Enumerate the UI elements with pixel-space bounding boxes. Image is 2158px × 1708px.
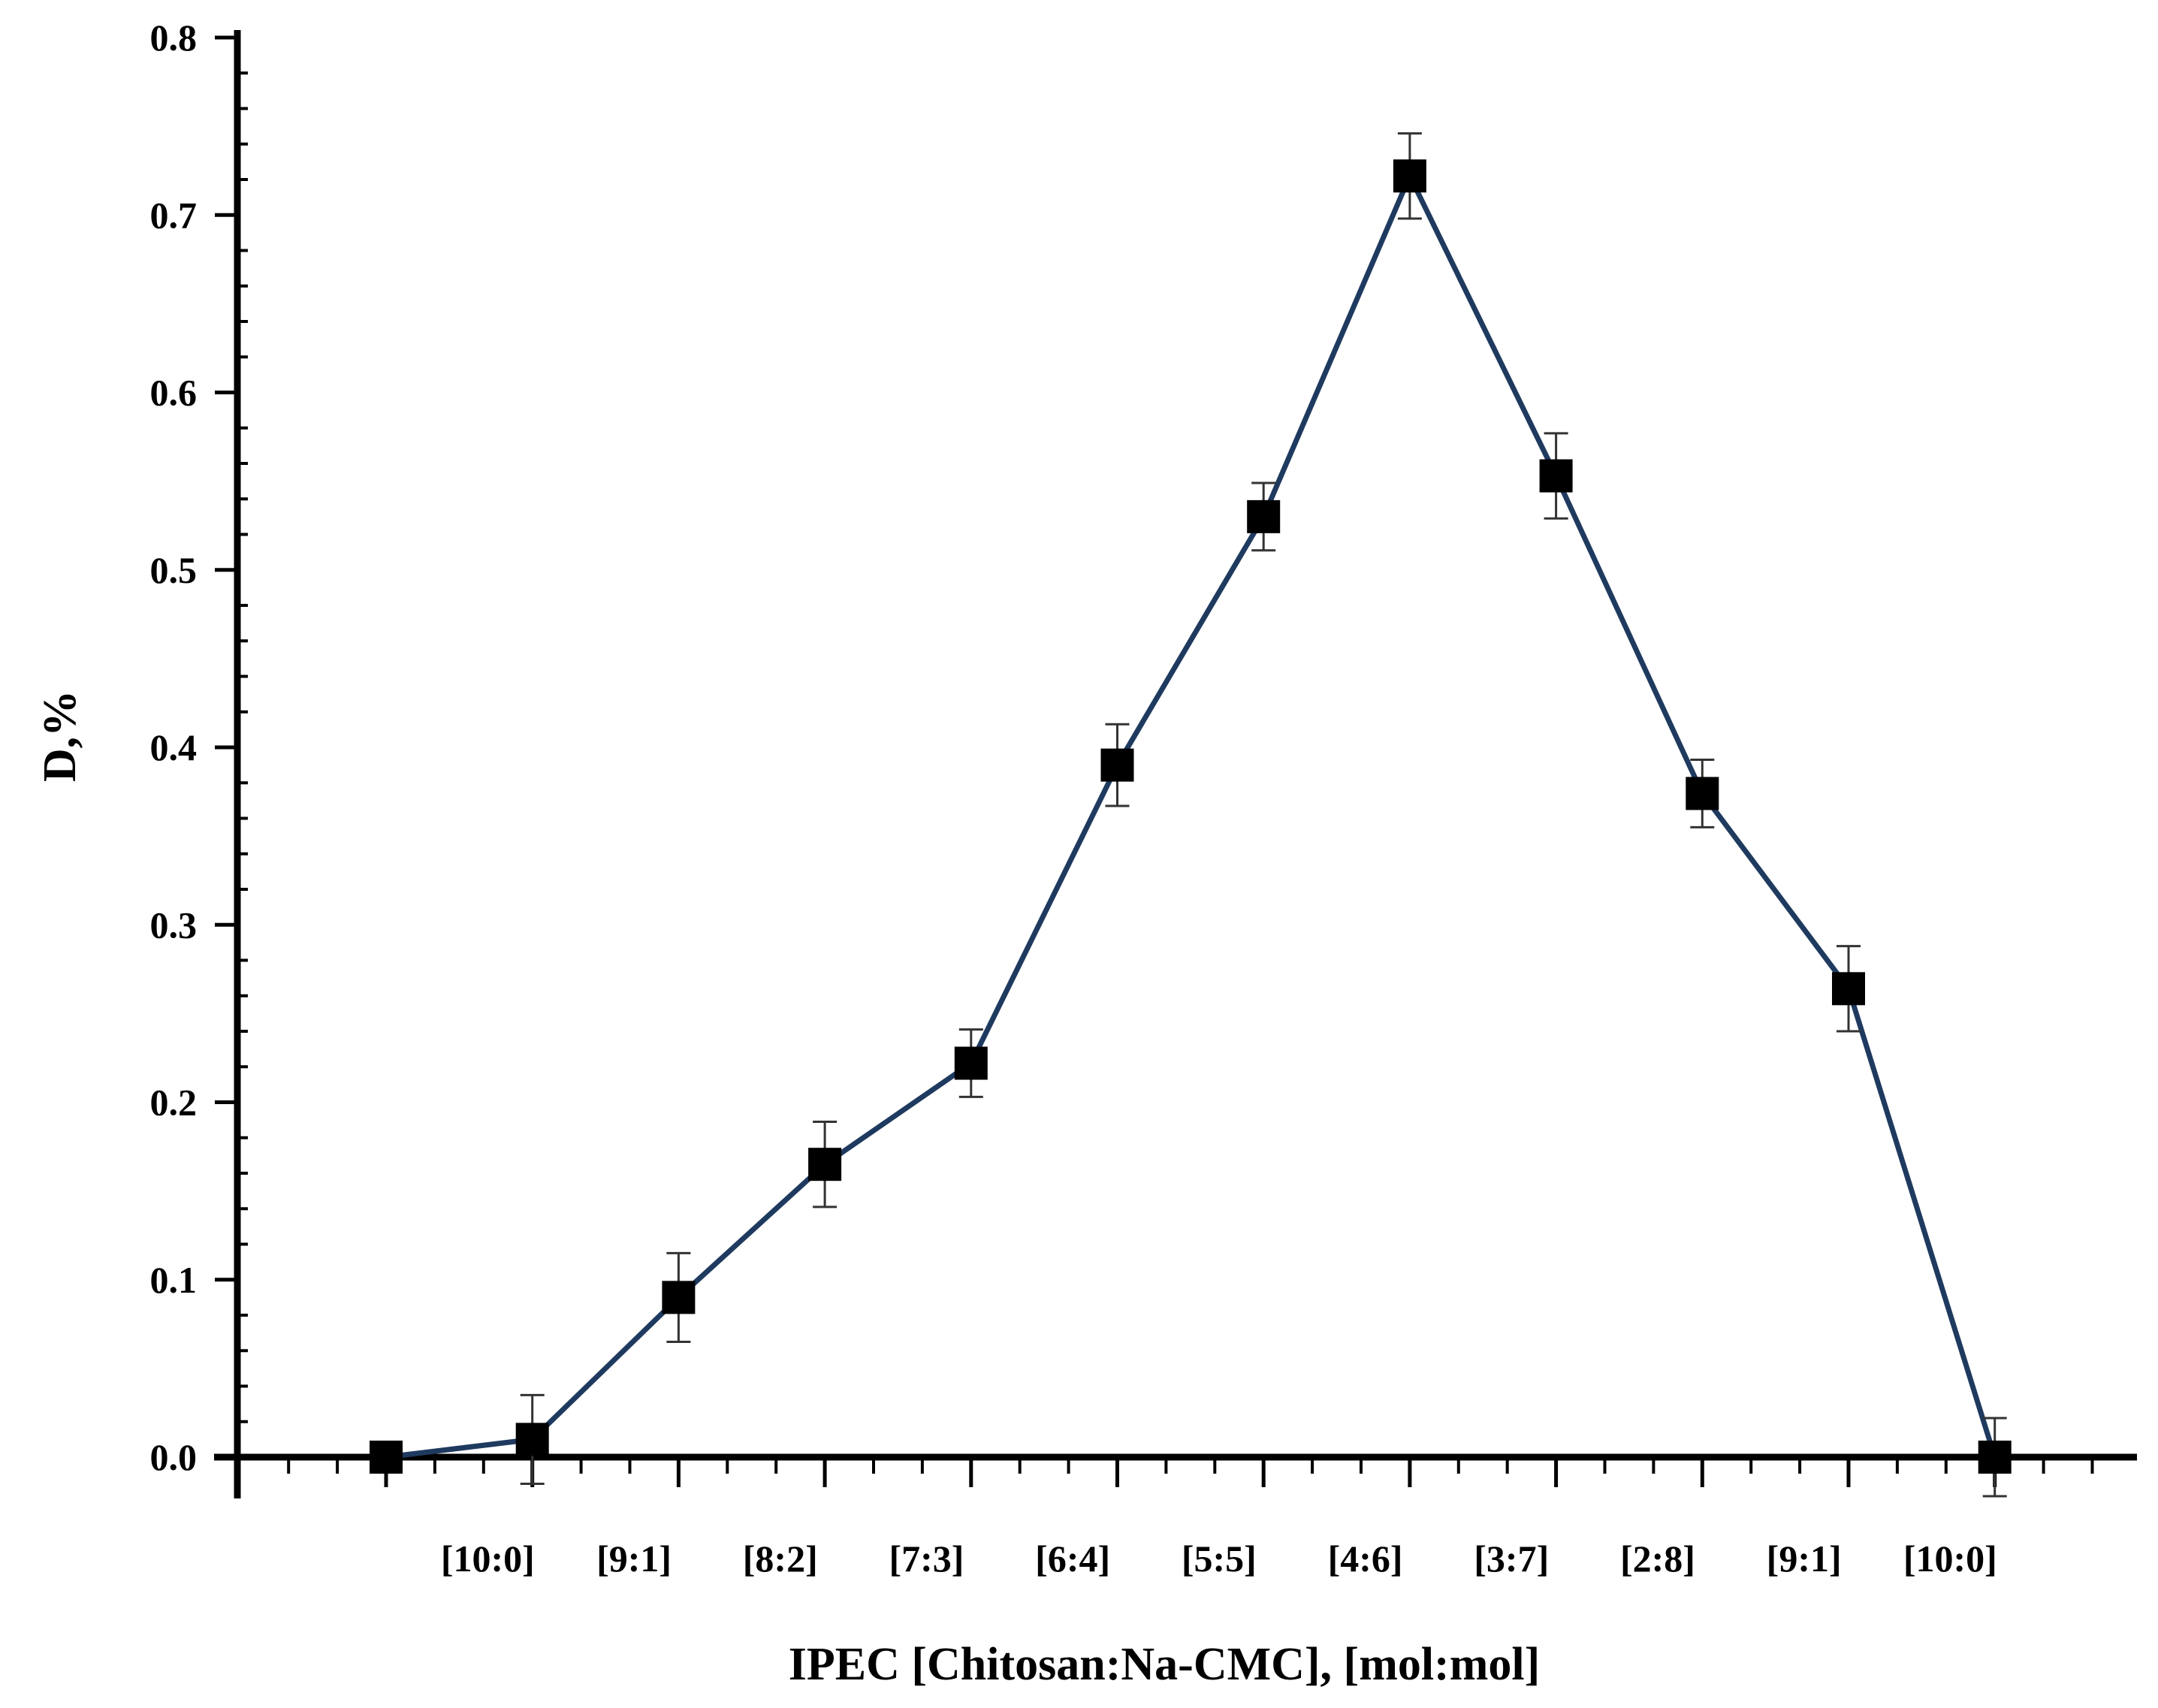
y-axis-ticks: 0.0 0.1 0.2 0.3 0.4 0.5 0.6 0.7 0.8 <box>150 17 248 1478</box>
data-point-marker <box>515 1423 549 1456</box>
x-tick-label: [9:1] <box>596 1538 672 1580</box>
x-tick-label: [6:4] <box>1035 1538 1110 1580</box>
data-point-marker <box>1686 777 1719 810</box>
series-line <box>385 173 1998 1460</box>
series-layer <box>370 132 2012 1498</box>
data-point-marker <box>808 1148 842 1181</box>
x-tick-label: [9:1] <box>1767 1538 1842 1580</box>
y-tick-label: 0.0 <box>150 1436 198 1478</box>
data-point-marker <box>1539 459 1573 493</box>
x-axis-title: IPEC [Chitosan:Na-CMC], [mol:mol] <box>789 1639 1540 1690</box>
y-tick-label: 0.7 <box>150 194 198 236</box>
y-tick-label: 0.3 <box>150 904 198 946</box>
data-point-marker <box>1978 1441 2012 1474</box>
data-point-marker <box>1100 748 1134 782</box>
data-point-marker <box>1393 159 1426 193</box>
x-tick-label: [4:6] <box>1328 1538 1403 1580</box>
y-axis-title: D,% <box>35 690 86 782</box>
x-tick-label: [2:8] <box>1620 1538 1695 1580</box>
y-tick-label: 0.1 <box>150 1259 198 1301</box>
axes <box>214 30 2137 1498</box>
y-tick-label: 0.6 <box>150 372 198 414</box>
x-tick-label: [8:2] <box>743 1538 818 1580</box>
data-point-marker <box>662 1281 696 1314</box>
y-tick-label: 0.2 <box>150 1082 198 1124</box>
data-point-marker <box>370 1441 403 1474</box>
x-tick-label: [7:3] <box>889 1538 964 1580</box>
y-tick-label: 0.5 <box>150 549 198 591</box>
y-tick-label: 0.8 <box>150 17 198 59</box>
x-tick-label: [5:5] <box>1182 1538 1257 1580</box>
x-tick-label: [10:0] <box>441 1538 535 1580</box>
data-point-marker <box>1832 972 1865 1006</box>
x-axis-ticks: [10:0] [9:1] [8:2] [7:3] [6:4] [5:5] [4:6] [3:7… <box>287 1457 2094 1580</box>
data-point-marker <box>1247 499 1281 533</box>
data-point-marker <box>954 1046 988 1080</box>
x-tick-label: [10:0] <box>1903 1538 1997 1580</box>
y-tick-label: 0.4 <box>150 726 198 768</box>
x-tick-label: [3:7] <box>1474 1538 1549 1580</box>
